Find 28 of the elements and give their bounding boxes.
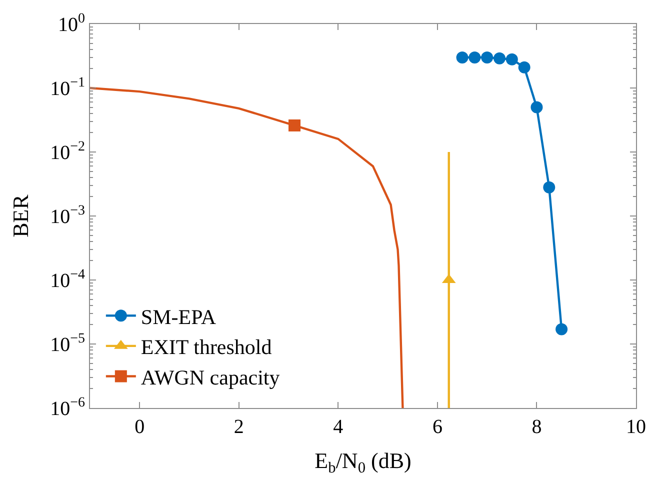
x-tick-label: 6 bbox=[432, 416, 442, 438]
x-tick-label: 8 bbox=[532, 416, 542, 438]
y-tick-label: 10$^{−5}$ bbox=[50, 332, 85, 356]
x-tick-label: 0 bbox=[134, 416, 145, 438]
legend-label: SM-EPA bbox=[140, 304, 217, 329]
y-tick-label: 10$^{−1}$ bbox=[50, 76, 85, 100]
line-series bbox=[90, 86, 404, 408]
y-tick-label: 10$^{−2}$ bbox=[50, 140, 85, 164]
point bbox=[456, 51, 468, 64]
x-axis-title: E$_{b}$/N$_{0}$ (dB) bbox=[314, 448, 412, 477]
point bbox=[506, 53, 518, 66]
point bbox=[481, 51, 494, 64]
y-tick-label: 10$^{−3}$ bbox=[50, 204, 85, 228]
point bbox=[530, 101, 543, 114]
y-tick-label: 10$^{0}$ bbox=[58, 12, 85, 36]
point bbox=[494, 52, 506, 64]
legend-label: EXIT threshold bbox=[140, 335, 272, 360]
legend-label: AWGN capacity bbox=[140, 365, 280, 390]
y-tick-label: 10$^{−6}$ bbox=[50, 396, 85, 420]
x-tick-label: 4 bbox=[333, 416, 344, 438]
point bbox=[468, 51, 481, 64]
point bbox=[556, 323, 568, 336]
x-tick-label: 2 bbox=[234, 416, 244, 438]
y-tick-label: 10$^{−4}$ bbox=[50, 268, 85, 292]
y-axis-title: BER bbox=[8, 194, 33, 238]
x-tick-label: 10 bbox=[626, 416, 646, 438]
point bbox=[543, 181, 556, 194]
point bbox=[518, 61, 530, 74]
